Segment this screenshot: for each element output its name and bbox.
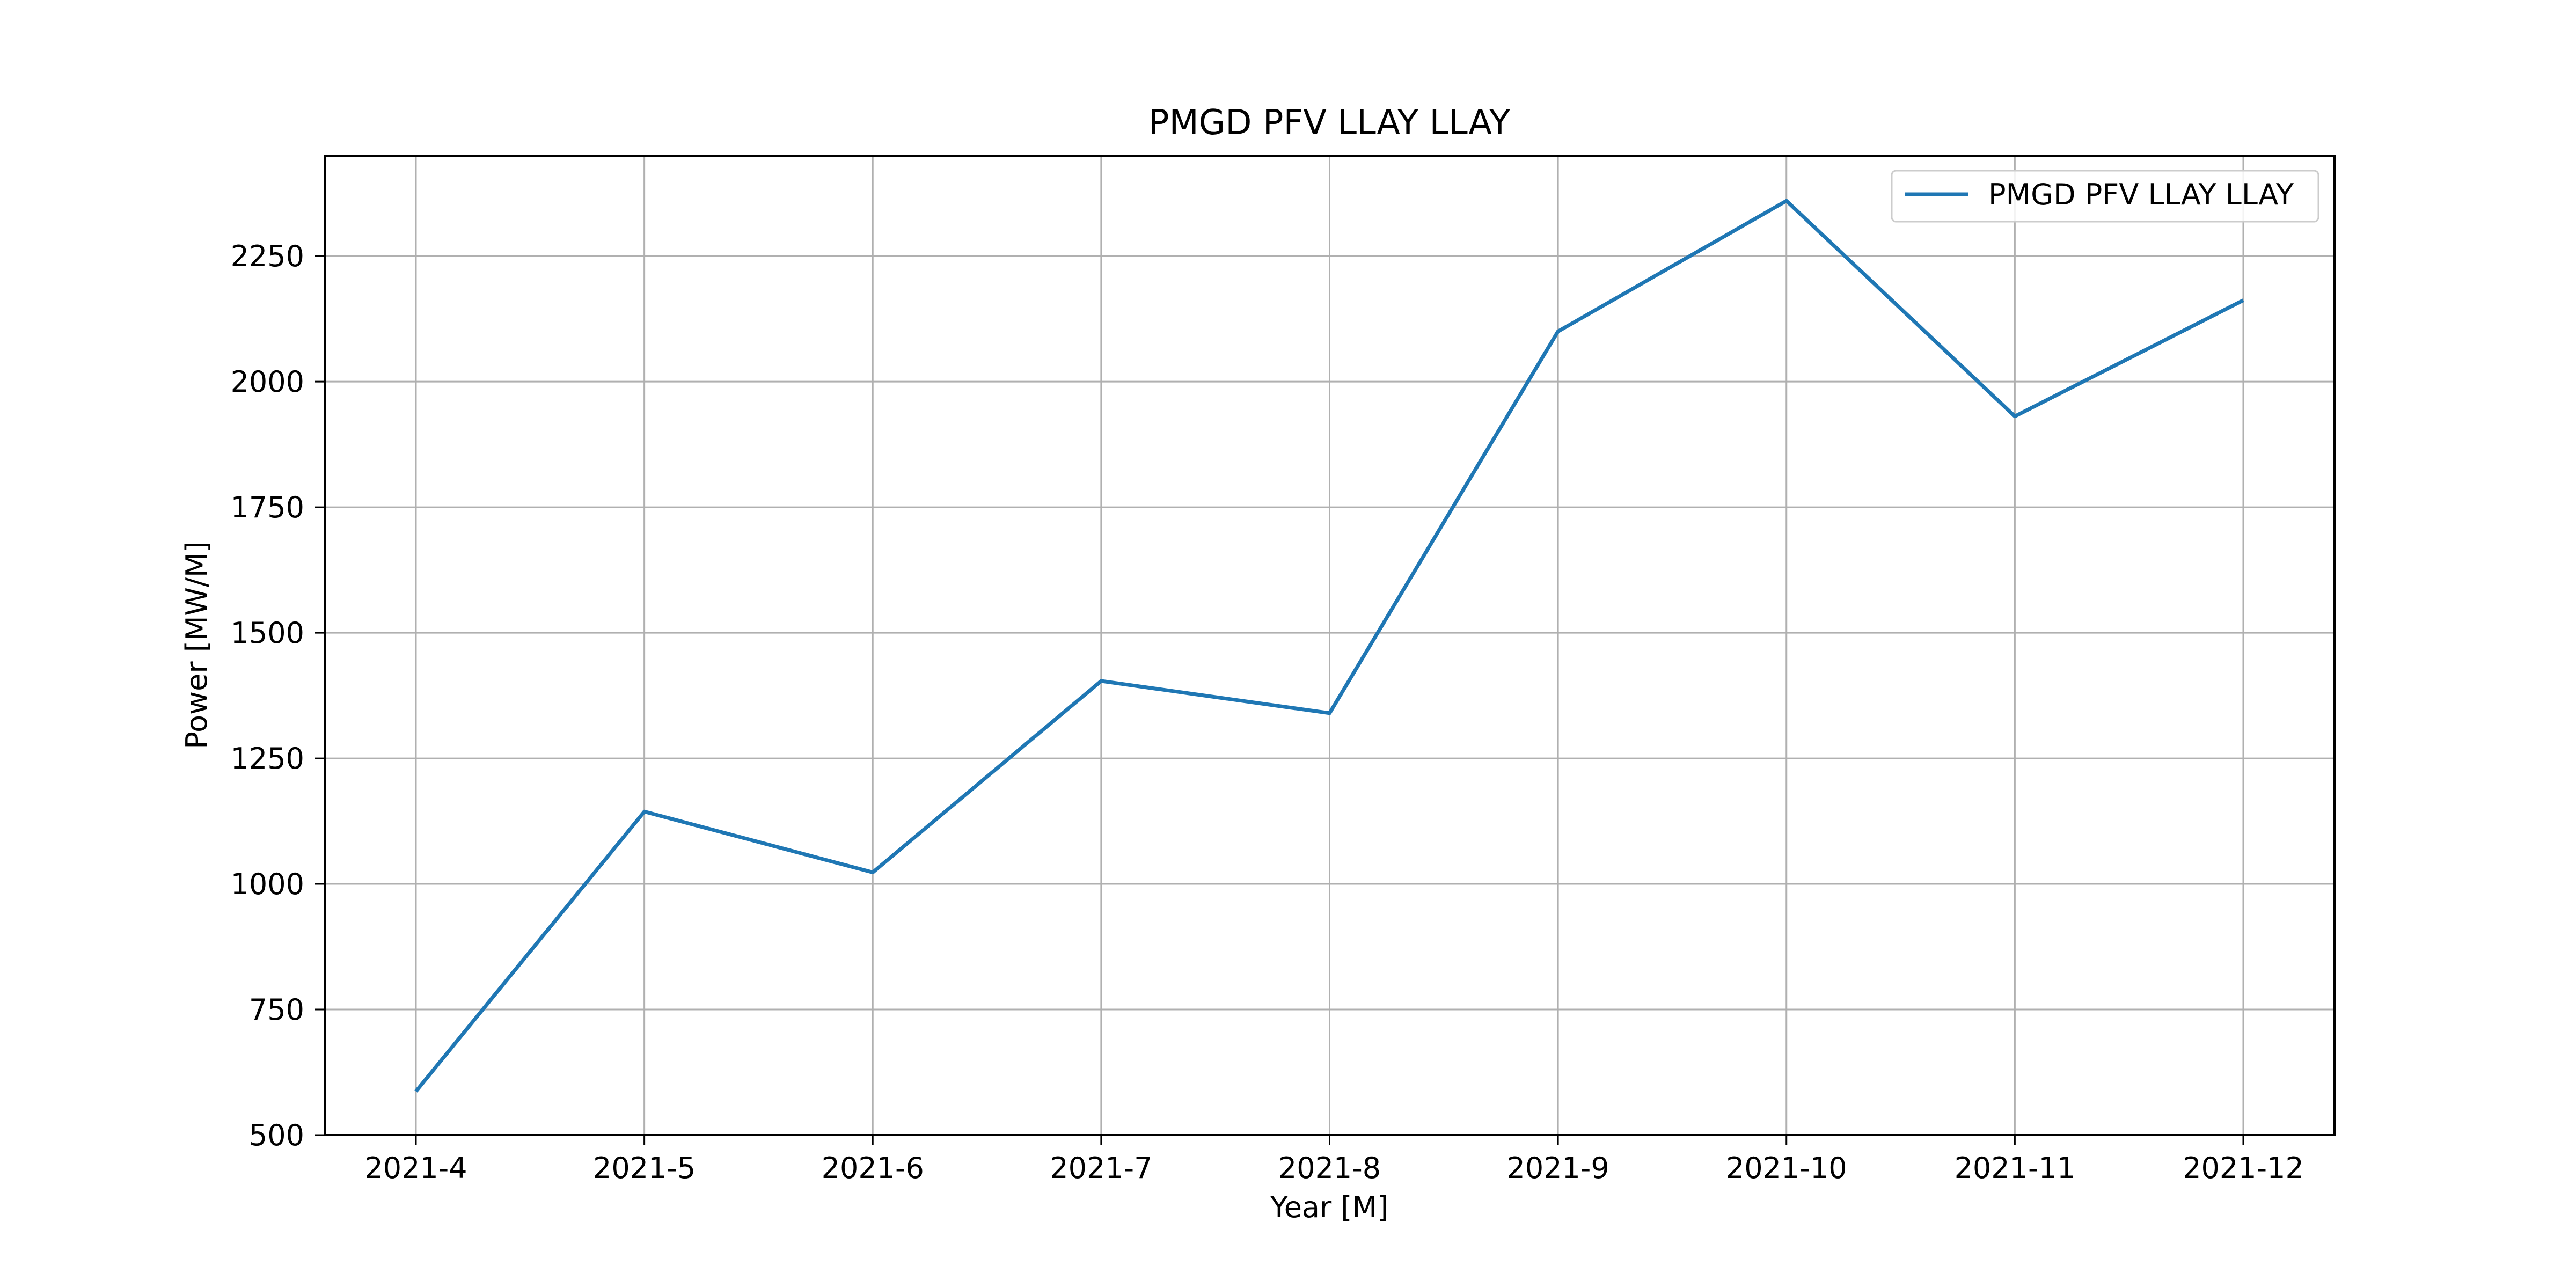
data-point: [2243, 300, 2244, 301]
data-point: [644, 811, 645, 812]
x-tick-label: 2021-7: [1050, 1151, 1152, 1185]
data-point: [2014, 416, 2015, 417]
x-axis-label: Year [M]: [1270, 1190, 1388, 1224]
data-point: [1329, 713, 1330, 714]
x-tick-label: 2021-4: [364, 1151, 467, 1185]
chart-title: PMGD PFV LLAY LLAY: [1148, 103, 1511, 143]
series-line: [414, 199, 2244, 1093]
series-layer: [414, 199, 2244, 1093]
y-tick-label: 1750: [231, 491, 304, 524]
y-tick-label: 500: [249, 1118, 304, 1152]
legend: PMGD PFV LLAY LLAY: [1891, 170, 2319, 223]
tick-layer: 2021-4 2021-5 2021-6 2021-7 2021-8 2021-9 2021…: [231, 239, 2304, 1185]
y-axis-label: Power [MW/M]: [180, 541, 214, 749]
data-point: [872, 872, 873, 873]
x-tick-label: 2021-12: [2183, 1151, 2304, 1185]
data-point: [1557, 331, 1558, 332]
y-tick-label: 1250: [231, 742, 304, 775]
y-tick-label: 750: [249, 993, 304, 1027]
x-tick-label: 2021-8: [1278, 1151, 1381, 1185]
y-tick-label: 2000: [231, 365, 304, 399]
data-point: [1786, 200, 1787, 201]
y-tick-label: 2250: [231, 239, 304, 273]
y-tick-label: 1000: [231, 867, 304, 901]
data-point: [1101, 680, 1102, 682]
x-tick-label: 2021-11: [1955, 1151, 2076, 1185]
y-tick-label: 1500: [231, 616, 304, 650]
x-tick-label: 2021-10: [1726, 1151, 1847, 1185]
x-tick-label: 2021-6: [822, 1151, 924, 1185]
x-tick-label: 2021-9: [1506, 1151, 1609, 1185]
legend-label: PMGD PFV LLAY LLAY: [1988, 178, 2294, 211]
data-point: [415, 1091, 416, 1092]
legend-box: [1891, 170, 2319, 223]
x-tick-label: 2021-5: [593, 1151, 696, 1185]
